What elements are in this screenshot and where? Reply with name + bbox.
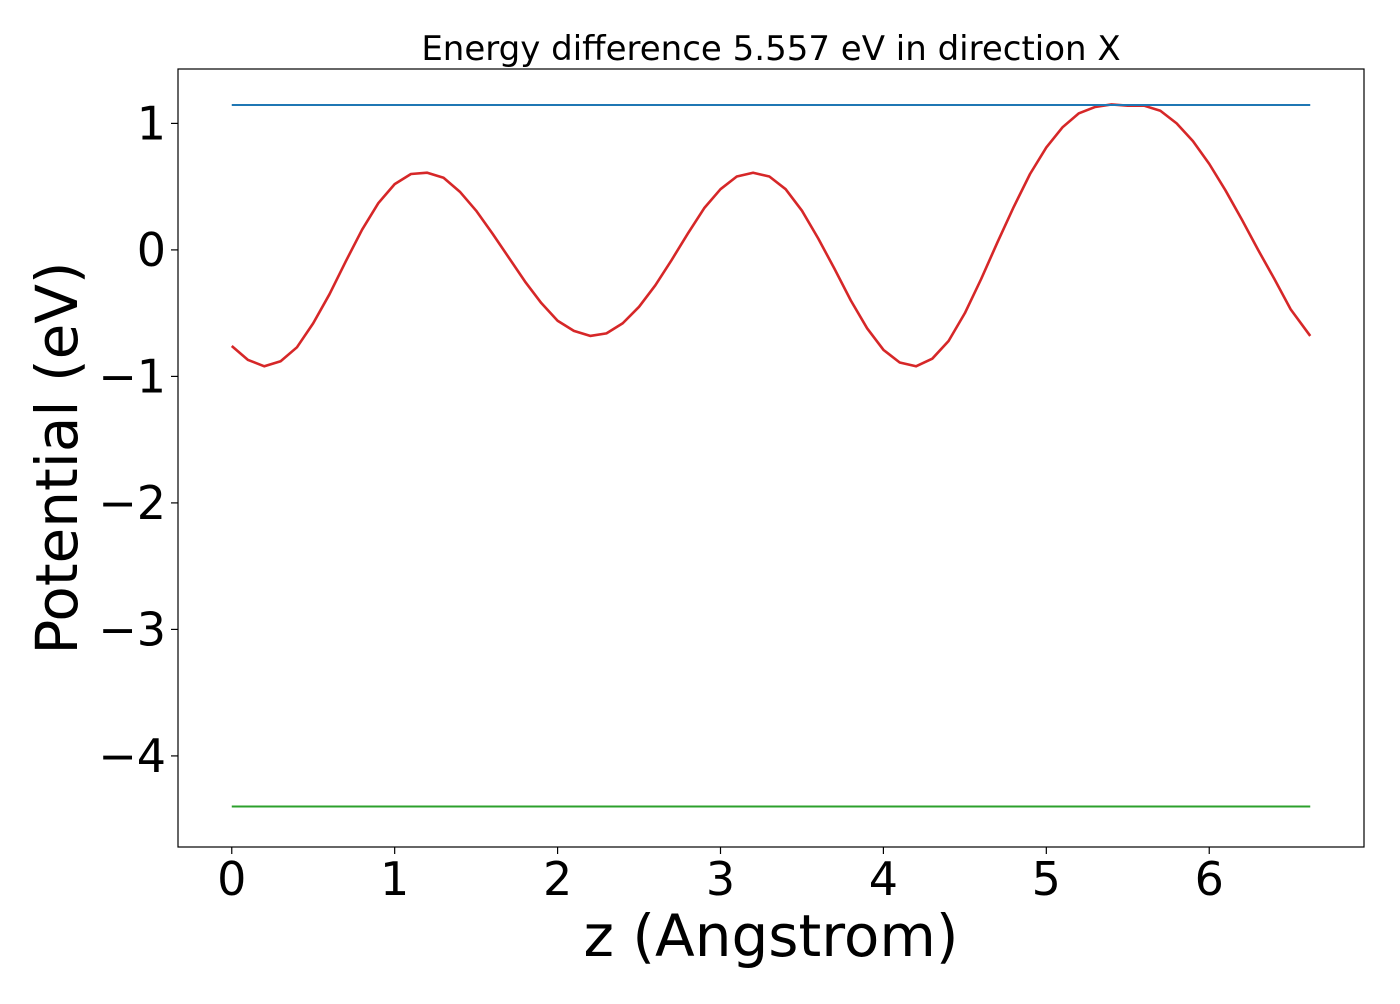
series-line-0 — [230, 103, 1312, 368]
plot-frame — [177, 68, 1365, 848]
x-tick-label: 3 — [706, 852, 735, 906]
chart-title: Energy difference 5.557 eV in direction … — [421, 29, 1120, 69]
y-tick-label: 1 — [137, 96, 166, 150]
x-tick-label: 0 — [217, 852, 246, 906]
x-tick-label: 1 — [380, 852, 409, 906]
series-layer — [230, 103, 1312, 808]
y-tick-label: 0 — [137, 223, 166, 277]
y-tick-label: −2 — [98, 476, 166, 530]
x-tick-label: 2 — [543, 852, 572, 906]
x-tick-label: 5 — [1032, 852, 1061, 906]
y-tick-label: −4 — [98, 729, 166, 783]
y-axis-ticks: 1 0 −1 −2 −3 −4 — [98, 96, 178, 783]
y-tick-label: −1 — [98, 349, 166, 403]
x-tick-label: 6 — [1195, 852, 1224, 906]
x-axis-ticks: 0 1 2 3 4 5 6 — [217, 847, 1224, 906]
x-tick-label: 4 — [869, 852, 898, 906]
y-axis-label: Potential (eV) — [23, 261, 91, 654]
x-axis-label: z (Angstrom) — [584, 902, 959, 970]
y-tick-label: −3 — [98, 602, 166, 656]
